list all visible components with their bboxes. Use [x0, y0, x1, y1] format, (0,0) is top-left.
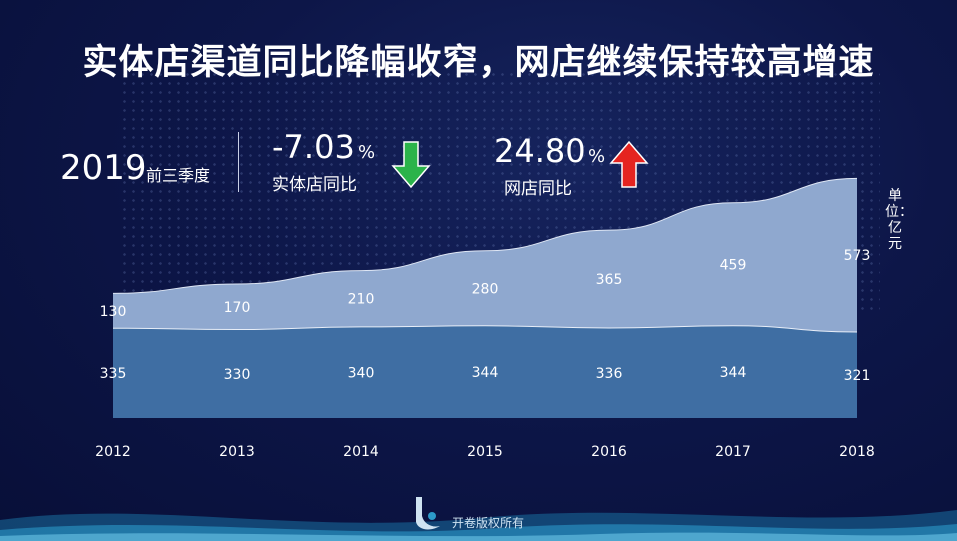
- data-label-online: 365: [596, 272, 623, 288]
- data-label-online: 573: [844, 248, 871, 264]
- data-label-online: 210: [348, 292, 375, 308]
- series-top-line: [112, 177, 858, 294]
- online-growth-pct: %: [588, 146, 606, 167]
- x-tick-label: 2018: [839, 444, 875, 460]
- data-label-offline: 340: [348, 365, 375, 381]
- copyright-text: 开卷版权所有: [452, 516, 525, 530]
- x-tick-label: 2016: [591, 444, 627, 460]
- page-title: 实体店渠道同比降幅收窄，网店继续保持较高增速: [82, 43, 875, 83]
- data-label-offline: 344: [472, 365, 499, 381]
- series-boundary-line: [112, 325, 858, 333]
- data-label-online: 170: [224, 300, 251, 316]
- data-label-offline: 336: [596, 366, 623, 382]
- offline-growth-label: 实体店同比: [272, 175, 357, 195]
- data-label-online: 130: [100, 304, 127, 320]
- offline-growth-value: -7.03: [272, 128, 355, 166]
- x-tick-label: 2012: [95, 444, 131, 460]
- online-growth-label: 网店同比: [504, 179, 572, 199]
- data-label-online: 280: [472, 281, 499, 297]
- logo-icon: [416, 497, 440, 530]
- x-tick-label: 2017: [715, 444, 751, 460]
- data-label-online: 459: [720, 257, 747, 273]
- stat-year-sub: 前三季度: [146, 166, 211, 185]
- stat-year: 2019: [60, 148, 147, 188]
- offline-growth-pct: %: [358, 142, 376, 163]
- data-label-offline: 321: [844, 368, 871, 384]
- online-growth-value: 24.80: [494, 132, 586, 170]
- data-label-offline: 330: [224, 367, 251, 383]
- stat-divider: [238, 132, 239, 192]
- x-tick-label: 2015: [467, 444, 503, 460]
- x-tick-label: 2013: [219, 444, 255, 460]
- series-offline-area: [113, 325, 857, 418]
- down-arrow-icon: [391, 141, 431, 189]
- data-label-offline: 335: [100, 366, 127, 382]
- data-label-offline: 344: [720, 365, 747, 381]
- footer-waves: [0, 510, 957, 541]
- x-tick-label: 2014: [343, 444, 379, 460]
- up-arrow-icon: [609, 140, 649, 188]
